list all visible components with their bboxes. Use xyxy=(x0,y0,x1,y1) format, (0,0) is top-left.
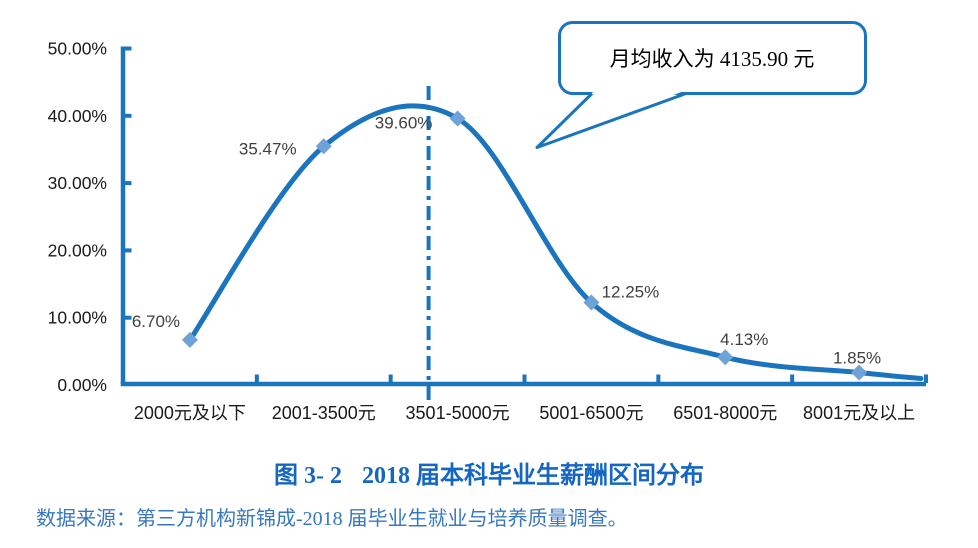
x-axis-label: 3501-5000元 xyxy=(406,403,510,423)
x-axis-label: 6501-8000元 xyxy=(673,403,777,423)
x-axis-label: 2001-3500元 xyxy=(272,403,376,423)
data-point-label: 4.13% xyxy=(720,330,768,349)
data-point-label: 6.70% xyxy=(132,312,180,331)
figure-caption: 图 3- 2 2018 届本科毕业生薪酬区间分布 xyxy=(0,455,978,490)
data-point-label: 1.85% xyxy=(833,349,881,368)
callout-text: 月均收入为 4135.90 元 xyxy=(610,47,815,71)
x-axis-label: 8001元及以上 xyxy=(803,403,915,423)
data-point-label: 35.47% xyxy=(239,139,297,158)
data-point-label: 39.60% xyxy=(375,113,433,132)
plot-area: 0.00% 10.00% 20.00% 30.00% 40.00% 50.00% 2000元… xyxy=(48,39,928,423)
data-point-marker xyxy=(717,349,734,366)
y-axis-label: 10.00% xyxy=(48,308,107,328)
x-axis-label: 2000元及以下 xyxy=(134,403,246,423)
data-point-marker xyxy=(315,138,332,155)
callout-tail xyxy=(535,92,687,149)
data-source-note: 数据来源：第三方机构新锦成-2018 届毕业生就业与培养质量调查。 xyxy=(36,508,628,530)
figure-caption-title: 2018 届本科毕业生薪酬区间分布 xyxy=(362,463,704,489)
data-point-marker xyxy=(583,294,600,311)
salary-distribution-chart: 0.00% 10.00% 20.00% 30.00% 40.00% 50.00% 2000元… xyxy=(48,21,928,423)
series-curve xyxy=(187,103,924,381)
y-axis-label: 50.00% xyxy=(48,39,107,59)
data-point-marker xyxy=(449,110,466,127)
x-axis-label: 5001-6500元 xyxy=(539,403,643,423)
y-axis-label: 0.00% xyxy=(57,375,107,395)
data-point-label: 12.25% xyxy=(602,283,660,302)
data-point-marker xyxy=(181,331,198,348)
callout: 月均收入为 4135.90 元 xyxy=(535,21,867,149)
y-axis-label: 20.00% xyxy=(48,240,107,260)
callout-bubble xyxy=(558,21,867,95)
y-axis-label: 30.00% xyxy=(48,173,107,193)
data-point-marker xyxy=(851,364,868,381)
figure-caption-number: 图 3- 2 xyxy=(274,463,342,489)
y-axis-label: 40.00% xyxy=(48,106,107,126)
